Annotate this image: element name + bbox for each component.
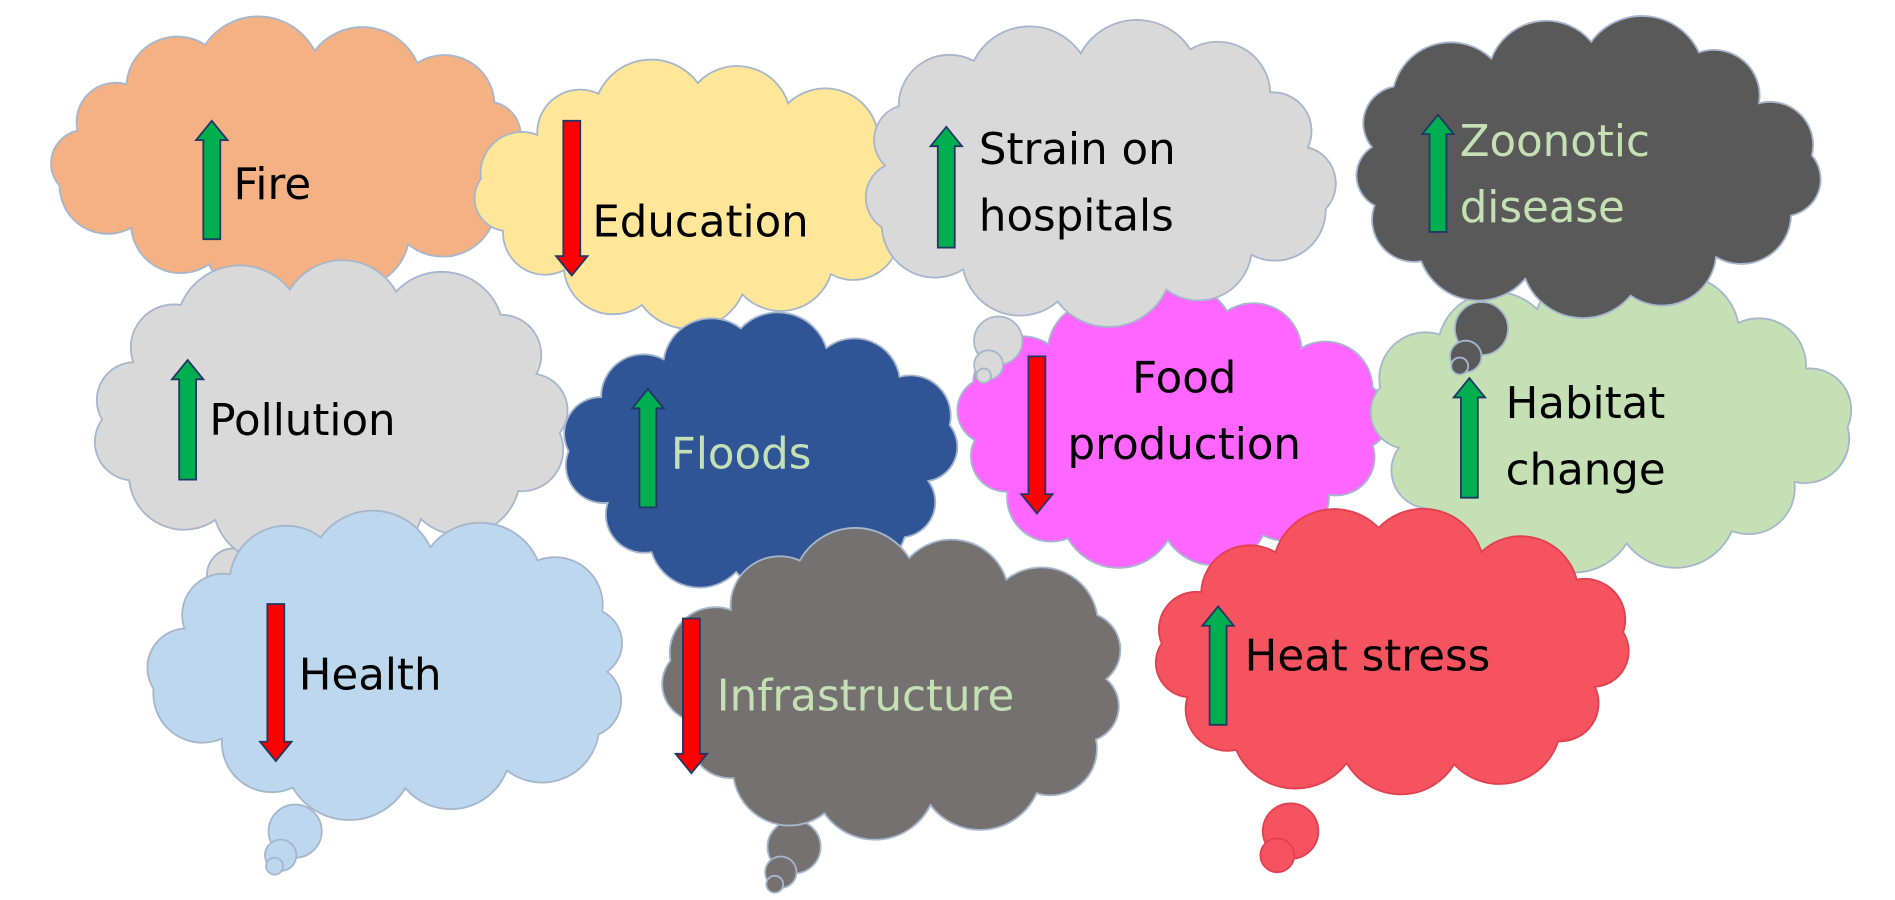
label-line: Pollution [209, 395, 395, 445]
label-line: Strain on [979, 125, 1176, 175]
label-line: Health [299, 650, 442, 700]
label-line: hospitals [979, 191, 1174, 241]
cloud-label: Pollution [209, 395, 395, 445]
cloud-tail-bubble [766, 876, 783, 893]
cloud-label: Heat stress [1245, 631, 1491, 681]
cloud-tail-bubble [1451, 358, 1468, 375]
cloud-label: Education [592, 197, 808, 247]
thought-cloud: Education [475, 60, 914, 329]
thought-cloud: Fire [51, 16, 521, 300]
label-line: Habitat [1506, 378, 1666, 428]
thought-cloud: Infrastructure [662, 528, 1120, 893]
page: Fire Education Floods Food production Habitat… [0, 0, 1895, 900]
cloud-tail-bubble [976, 368, 990, 382]
label-line: Infrastructure [717, 671, 1014, 721]
cloud-tail-bubble [266, 858, 283, 875]
thought-cloud: Heat stress [1156, 509, 1629, 872]
cloud-label: Fire [234, 160, 312, 210]
label-line: Zoonotic [1460, 116, 1650, 166]
label-line: disease [1460, 183, 1625, 233]
cloud-shape [51, 16, 521, 300]
label-line: Heat stress [1245, 631, 1491, 681]
label-line: production [1068, 419, 1301, 469]
cloud-shape [1356, 16, 1820, 318]
cloud-shape [475, 60, 914, 329]
label-line: Education [592, 197, 808, 247]
label-line: Floods [671, 429, 812, 479]
label-line: Food [1132, 353, 1236, 403]
cloud-label: Health [299, 650, 442, 700]
cloud-label: Infrastructure [717, 671, 1014, 721]
label-line: change [1506, 445, 1666, 495]
label-line: Fire [234, 160, 312, 210]
diagram: Fire Education Floods Food production Habitat… [0, 0, 1895, 900]
cloud-label: Floods [671, 429, 812, 479]
cloud-tail-bubble [1260, 838, 1294, 872]
